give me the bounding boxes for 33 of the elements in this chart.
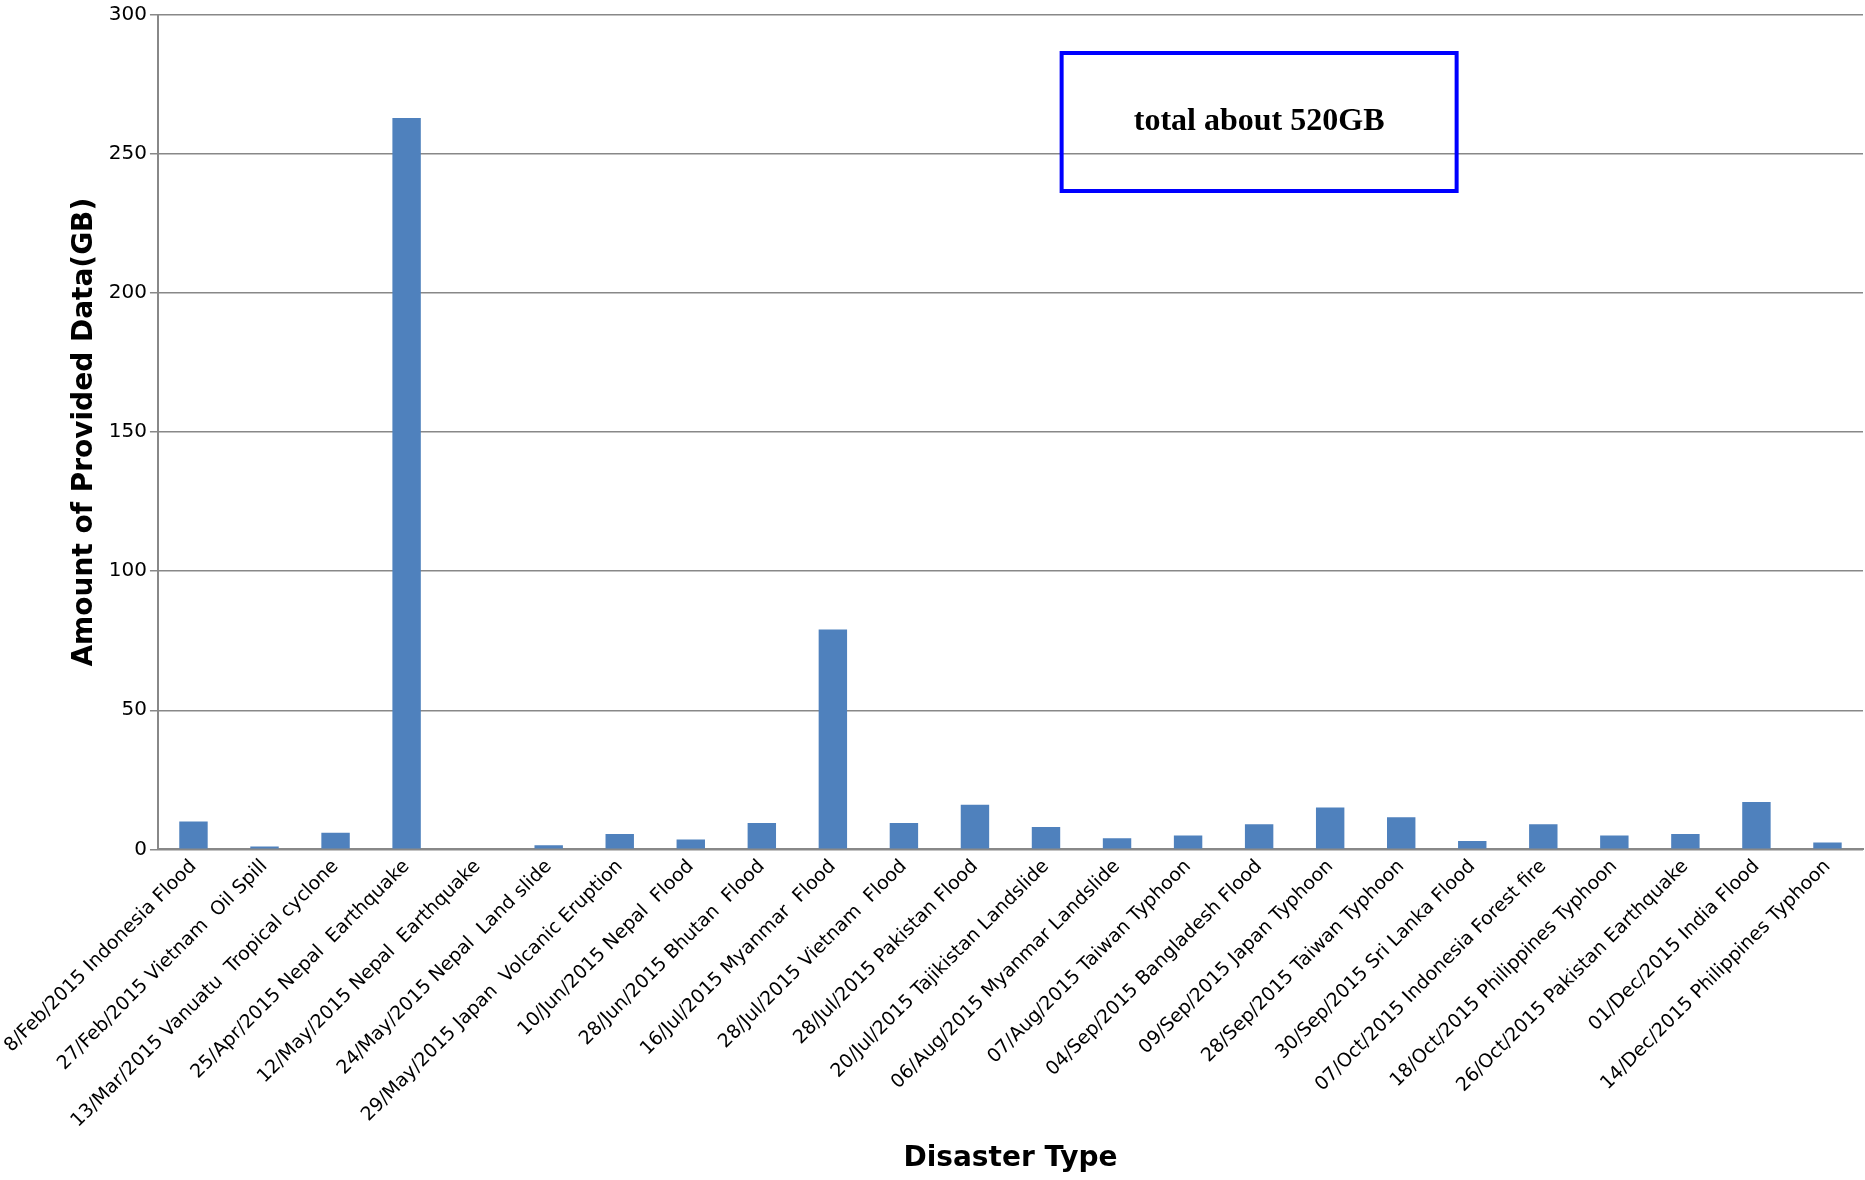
bar <box>1102 838 1132 849</box>
bar <box>1173 835 1203 849</box>
bar <box>747 822 777 849</box>
annotation: total about 520GB <box>1133 101 1385 138</box>
bar <box>1458 840 1487 849</box>
y-tick-label: 300 <box>108 1 147 26</box>
bar <box>1315 807 1345 849</box>
bar <box>960 804 990 849</box>
bar <box>1529 824 1558 849</box>
bar <box>889 822 919 849</box>
y-tick-label: 150 <box>108 418 147 443</box>
y-tick-label: 100 <box>108 557 147 582</box>
bar <box>534 845 563 849</box>
bar <box>179 821 208 849</box>
y-tick-label: 0 <box>134 835 147 860</box>
bar <box>1600 835 1629 849</box>
bar <box>818 629 848 849</box>
y-tick-label: 250 <box>108 140 147 165</box>
bar <box>676 839 705 849</box>
bar <box>1387 817 1416 849</box>
bar <box>605 834 634 849</box>
bar <box>1671 834 1700 849</box>
y-tick-label: 200 <box>108 279 147 304</box>
y-tick-label: 50 <box>121 696 147 721</box>
bar <box>1244 824 1274 849</box>
y-axis-title: Amount of Provided Data(GB) <box>66 197 100 667</box>
bar <box>321 832 350 849</box>
bar <box>1813 842 1842 849</box>
bar <box>392 117 421 849</box>
bar <box>1031 827 1061 849</box>
bar <box>1742 802 1771 849</box>
x-axis-title: Disaster Type <box>903 1140 1118 1174</box>
bar <box>250 846 279 849</box>
